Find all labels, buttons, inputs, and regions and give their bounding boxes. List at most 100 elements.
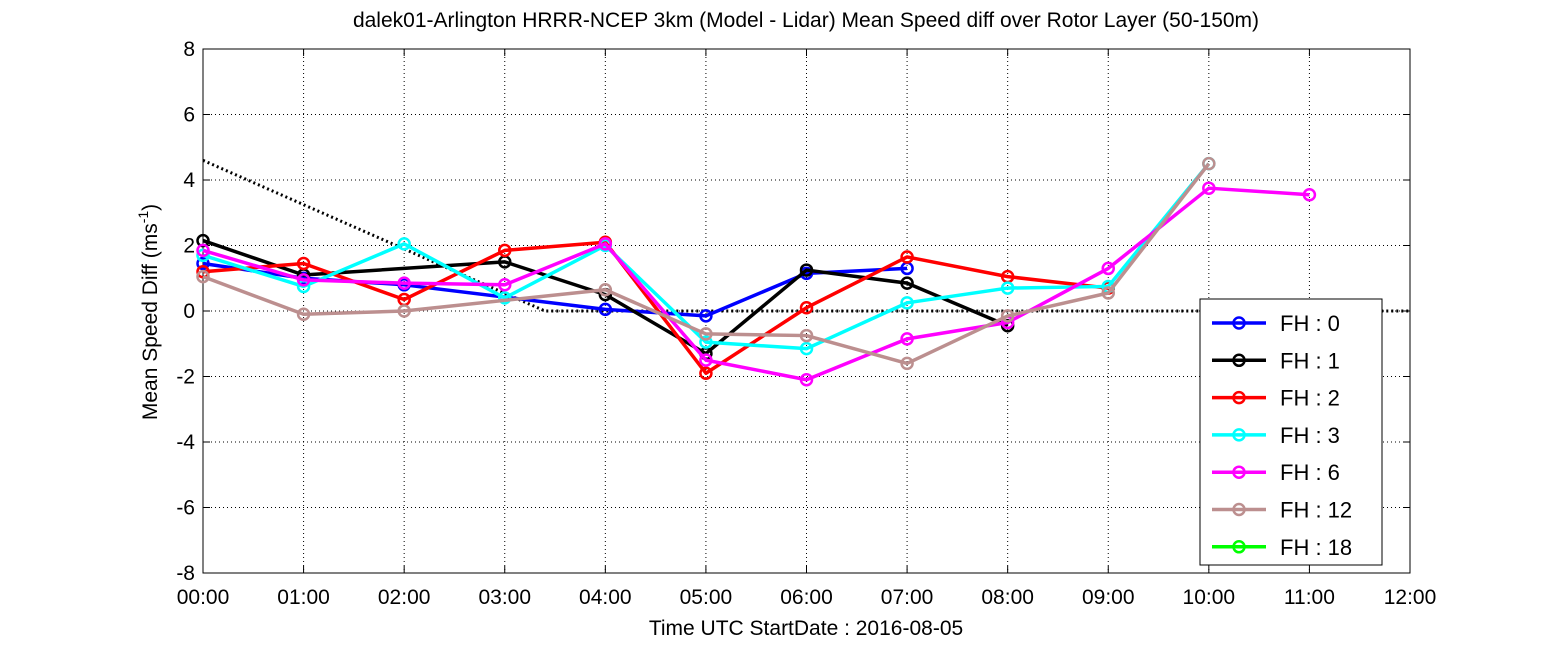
x-tick-label: 02:00 bbox=[378, 586, 431, 609]
y-tick-label: -6 bbox=[176, 497, 195, 520]
legend-marker bbox=[1232, 502, 1246, 517]
legend-entry: FH : 12 bbox=[1212, 498, 1352, 523]
series-3 bbox=[196, 156, 1216, 356]
series-point bbox=[699, 335, 713, 349]
series-point bbox=[196, 269, 210, 284]
y-tick-label: -2 bbox=[176, 366, 195, 389]
series-2 bbox=[196, 235, 1115, 380]
series-point bbox=[598, 282, 613, 297]
series-point bbox=[498, 291, 512, 305]
series-point bbox=[799, 328, 814, 343]
x-tick-label: 01:00 bbox=[277, 586, 330, 609]
legend-box bbox=[1199, 298, 1383, 566]
series-point bbox=[799, 263, 814, 277]
x-tick-label: 09:00 bbox=[1082, 586, 1135, 609]
series-point bbox=[900, 356, 914, 371]
legend-label: FH : 18 bbox=[1280, 535, 1352, 560]
x-tick-label: 07:00 bbox=[881, 586, 934, 609]
series-point bbox=[296, 273, 311, 287]
legend-marker bbox=[1232, 540, 1246, 554]
legend-label: FH : 2 bbox=[1280, 386, 1340, 411]
series-point bbox=[1101, 286, 1115, 300]
x-tick-label: 11:00 bbox=[1284, 586, 1335, 609]
series-point bbox=[699, 327, 713, 341]
series-point bbox=[498, 278, 512, 292]
legend-label: FH : 6 bbox=[1280, 460, 1340, 485]
legend-label: FH : 3 bbox=[1280, 423, 1340, 448]
legend-marker bbox=[1232, 428, 1246, 442]
series-point bbox=[296, 307, 311, 322]
series-point bbox=[1302, 187, 1317, 202]
y-axis-label-close: ) bbox=[139, 204, 162, 211]
legend: FH : 0 FH : 1 FH : 2 FH : 3 FH : 6 FH : 12 FH … bbox=[1199, 298, 1383, 566]
series-point bbox=[900, 250, 914, 264]
legend-marker bbox=[1232, 390, 1246, 405]
chart-title: dalek01-Arlington HRRR-NCEP 3km (Model -… bbox=[353, 9, 1259, 32]
legend-marker bbox=[1232, 465, 1246, 479]
series-point bbox=[397, 276, 411, 290]
y-axis-label-main: Mean Speed Diff (ms bbox=[139, 223, 162, 420]
legend-label: FH : 12 bbox=[1280, 498, 1352, 523]
x-axis-tick-labels: 00:00 01:00 02:00 03:00 04:00 05:00 06:00 07:00… bbox=[177, 586, 1437, 609]
legend-marker bbox=[1232, 353, 1246, 368]
series-point bbox=[900, 332, 914, 346]
series-point bbox=[397, 237, 411, 251]
series-point bbox=[397, 304, 411, 318]
x-tick-label: 05:00 bbox=[680, 586, 733, 609]
x-axis-label: Time UTC StartDate : 2016-08-05 bbox=[649, 617, 963, 640]
legend-entry: FH : 18 bbox=[1212, 535, 1352, 560]
y-axis-label: Mean Speed Diff (ms-1) bbox=[135, 204, 162, 420]
series-point bbox=[1000, 281, 1015, 295]
y-tick-label: -8 bbox=[176, 562, 195, 585]
legend-entry: FH : 1 bbox=[1212, 348, 1340, 373]
legend-entry: FH : 3 bbox=[1212, 423, 1340, 448]
series-point bbox=[598, 302, 613, 317]
series-point bbox=[699, 309, 713, 323]
series-point bbox=[799, 341, 814, 356]
series-point bbox=[799, 300, 814, 315]
series-point bbox=[1202, 156, 1216, 171]
legend-label: FH : 0 bbox=[1280, 311, 1340, 336]
series-point bbox=[598, 237, 613, 251]
reference-line bbox=[202, 158, 1410, 313]
x-tick-label: 00:00 bbox=[177, 586, 230, 609]
series-point bbox=[1000, 309, 1015, 323]
y-tick-label: 0 bbox=[183, 300, 195, 323]
series-line bbox=[202, 240, 1109, 375]
y-tick-label: 2 bbox=[183, 235, 195, 258]
y-axis-tick-labels: 8 6 4 2 0 -2 -4 -6 -8 bbox=[176, 38, 195, 585]
series-point bbox=[196, 256, 210, 271]
series-point bbox=[900, 296, 914, 310]
series-point bbox=[196, 243, 210, 258]
legend-label: FH : 1 bbox=[1280, 348, 1340, 373]
series-point bbox=[900, 276, 914, 290]
series-4 bbox=[196, 181, 1317, 387]
x-tick-label: 08:00 bbox=[981, 586, 1034, 609]
series-point bbox=[699, 366, 713, 380]
series-point bbox=[699, 353, 713, 367]
reference-lines bbox=[202, 158, 1410, 313]
series-point bbox=[1101, 261, 1115, 276]
x-tick-label: 10:00 bbox=[1183, 586, 1236, 609]
series-5 bbox=[196, 156, 1216, 371]
axis-ticks bbox=[202, 48, 1411, 574]
y-tick-label: 8 bbox=[183, 38, 195, 61]
y-axis-label-superscript: -1 bbox=[135, 211, 151, 224]
legend-marker bbox=[1232, 316, 1246, 330]
legend-entry: FH : 2 bbox=[1212, 386, 1340, 411]
series-point bbox=[1202, 181, 1216, 195]
series-line bbox=[202, 162, 1211, 366]
series-point bbox=[296, 256, 311, 271]
y-tick-label: 6 bbox=[183, 104, 195, 127]
y-tick-label: 4 bbox=[183, 169, 195, 192]
series-point bbox=[196, 248, 210, 263]
series-line bbox=[202, 186, 1310, 382]
series-lines bbox=[196, 156, 1317, 387]
legend-items: FH : 0 FH : 1 FH : 2 FH : 3 FH : 6 FH : 12 FH … bbox=[1212, 311, 1352, 560]
series-line bbox=[202, 162, 1211, 351]
y-tick-label: -4 bbox=[176, 431, 195, 454]
x-tick-label: 03:00 bbox=[478, 586, 531, 609]
series-point bbox=[498, 243, 512, 258]
legend-entry: FH : 0 bbox=[1212, 311, 1340, 336]
